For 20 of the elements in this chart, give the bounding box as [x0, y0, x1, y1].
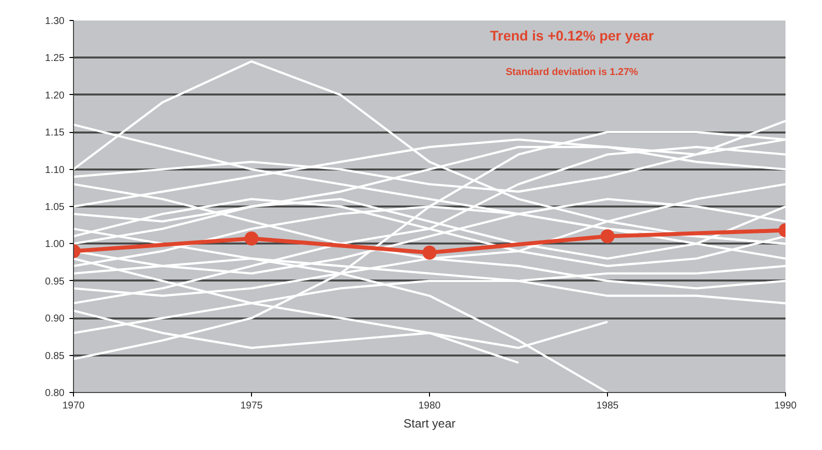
y-tick-label: 0.80 [45, 388, 65, 399]
annotation: Standard deviation is 1.27% [506, 67, 638, 78]
annotation: Trend is +0.12% per year [490, 27, 654, 44]
y-tick-label: 1.05 [45, 202, 65, 213]
x-tick-label: 1990 [774, 400, 798, 412]
y-tick-label: 0.90 [45, 314, 65, 325]
y-tick-label: 0.85 [45, 350, 65, 362]
y-tick-label: 1.00 [45, 239, 65, 250]
y-tick-label: 1.10 [45, 164, 65, 176]
x-axis-title: Start year [403, 416, 456, 430]
x-tick-label: 1970 [62, 400, 86, 412]
y-tick-label: 1.25 [45, 53, 65, 64]
x-tick-label: 1985 [596, 400, 620, 412]
y-tick-label: 0.95 [45, 276, 65, 288]
x-tick-label: 1980 [418, 400, 442, 412]
y-tick-label: 1.15 [45, 128, 65, 139]
point [422, 246, 436, 260]
y-tick-label: 1.20 [45, 90, 65, 102]
x-tick-label: 1975 [240, 400, 264, 412]
y-tick-label: 1.30 [45, 16, 65, 27]
